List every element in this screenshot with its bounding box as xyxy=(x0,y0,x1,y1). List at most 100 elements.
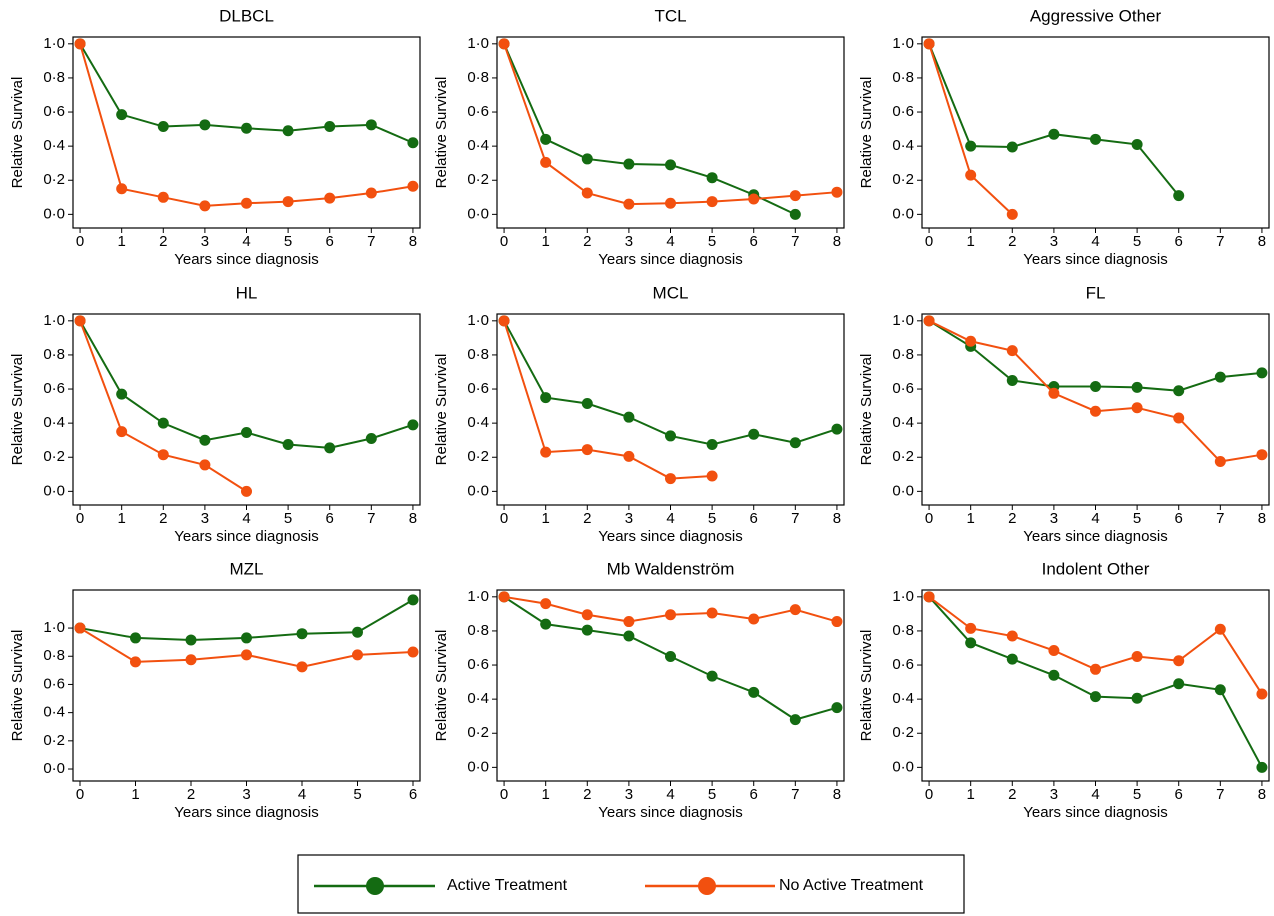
x-tick-label: 0 xyxy=(500,510,508,527)
y-axis-label: Relative Survival xyxy=(9,354,26,466)
point xyxy=(540,446,552,458)
legend-marker xyxy=(366,877,384,895)
x-axis-label: Years since diagnosis xyxy=(1023,251,1168,268)
point xyxy=(296,628,308,640)
point xyxy=(665,430,676,442)
chart-title: HL xyxy=(236,283,258,302)
x-axis-label: Years since diagnosis xyxy=(598,804,743,821)
x-tick-label: 3 xyxy=(625,510,633,527)
x-axis-label: Years since diagnosis xyxy=(174,528,319,545)
point xyxy=(352,626,364,638)
series-line xyxy=(503,320,838,446)
x-tick-label: 1 xyxy=(118,233,126,250)
point xyxy=(352,649,364,661)
chart-title: TCL xyxy=(654,6,686,25)
x-tick-label: 5 xyxy=(284,233,292,250)
x-tick-label: 4 xyxy=(666,786,674,803)
point xyxy=(199,459,211,471)
x-tick-label: 2 xyxy=(159,233,167,250)
point xyxy=(923,315,935,327)
chart-title: DLBCL xyxy=(219,6,274,25)
x-tick-label: 2 xyxy=(583,233,591,250)
x-tick-label: 3 xyxy=(242,786,250,803)
point xyxy=(1090,133,1101,145)
point xyxy=(1048,128,1060,140)
point xyxy=(623,158,635,170)
x-tick-label: 3 xyxy=(625,786,633,803)
y-tick-label: 0·8 xyxy=(43,346,65,363)
point xyxy=(965,169,977,181)
x-tick-label: 6 xyxy=(750,233,758,250)
x-tick-label: 4 xyxy=(1091,233,1099,250)
point xyxy=(1256,449,1268,461)
x-tick-label: 3 xyxy=(201,510,209,527)
point xyxy=(185,634,197,646)
point xyxy=(789,190,801,202)
point xyxy=(1131,402,1143,414)
point xyxy=(581,153,593,165)
x-tick-label: 4 xyxy=(242,510,250,527)
point xyxy=(282,196,294,208)
point xyxy=(965,637,977,649)
y-tick-label: 0·0 xyxy=(467,482,489,499)
point xyxy=(540,618,552,630)
point xyxy=(296,661,308,673)
y-tick-label: 0·6 xyxy=(892,103,914,120)
x-axis-label: Years since diagnosis xyxy=(598,528,743,545)
point xyxy=(407,646,419,658)
point xyxy=(623,630,635,642)
point xyxy=(407,180,419,192)
x-tick-label: 0 xyxy=(925,510,933,527)
x-tick-label: 8 xyxy=(1258,510,1266,527)
point xyxy=(623,198,635,210)
point xyxy=(157,191,169,203)
point xyxy=(789,714,801,726)
series-line xyxy=(79,320,248,493)
point xyxy=(581,398,593,410)
point xyxy=(1131,692,1143,704)
series-line xyxy=(928,43,1013,216)
y-tick-label: 0·2 xyxy=(43,448,65,465)
x-axis-label: Years since diagnosis xyxy=(174,804,319,821)
x-tick-label: 7 xyxy=(791,510,799,527)
x-tick-label: 0 xyxy=(925,786,933,803)
x-tick-label: 4 xyxy=(1091,786,1099,803)
y-tick-label: 0·8 xyxy=(892,346,914,363)
point xyxy=(324,121,336,133)
point xyxy=(498,38,510,50)
x-tick-label: 1 xyxy=(542,233,550,250)
point xyxy=(923,591,935,603)
x-tick-label: 4 xyxy=(666,233,674,250)
point xyxy=(623,450,635,462)
point xyxy=(581,609,593,621)
point xyxy=(831,702,843,714)
x-tick-label: 4 xyxy=(1091,510,1099,527)
point xyxy=(407,137,419,149)
x-tick-label: 8 xyxy=(833,786,841,803)
point xyxy=(1048,669,1060,681)
y-tick-label: 0·4 xyxy=(43,704,65,721)
point xyxy=(665,473,676,485)
y-tick-label: 0·6 xyxy=(43,103,65,120)
x-tick-label: 6 xyxy=(409,786,417,803)
y-tick-label: 0·4 xyxy=(467,690,489,707)
y-tick-label: 0·4 xyxy=(467,137,489,154)
point xyxy=(1173,655,1185,667)
x-axis-label: Years since diagnosis xyxy=(598,251,743,268)
point xyxy=(789,437,801,449)
point xyxy=(116,426,128,438)
x-tick-label: 7 xyxy=(1216,510,1224,527)
x-tick-label: 8 xyxy=(833,233,841,250)
y-tick-label: 0·0 xyxy=(892,482,914,499)
y-tick-label: 0·0 xyxy=(892,205,914,222)
point xyxy=(706,670,718,682)
series-line xyxy=(928,319,1263,392)
x-tick-label: 0 xyxy=(925,233,933,250)
y-tick-label: 0·0 xyxy=(467,205,489,222)
point xyxy=(407,419,419,431)
x-tick-label: 6 xyxy=(326,510,334,527)
point xyxy=(665,159,676,171)
x-tick-label: 7 xyxy=(791,233,799,250)
point xyxy=(241,649,252,661)
